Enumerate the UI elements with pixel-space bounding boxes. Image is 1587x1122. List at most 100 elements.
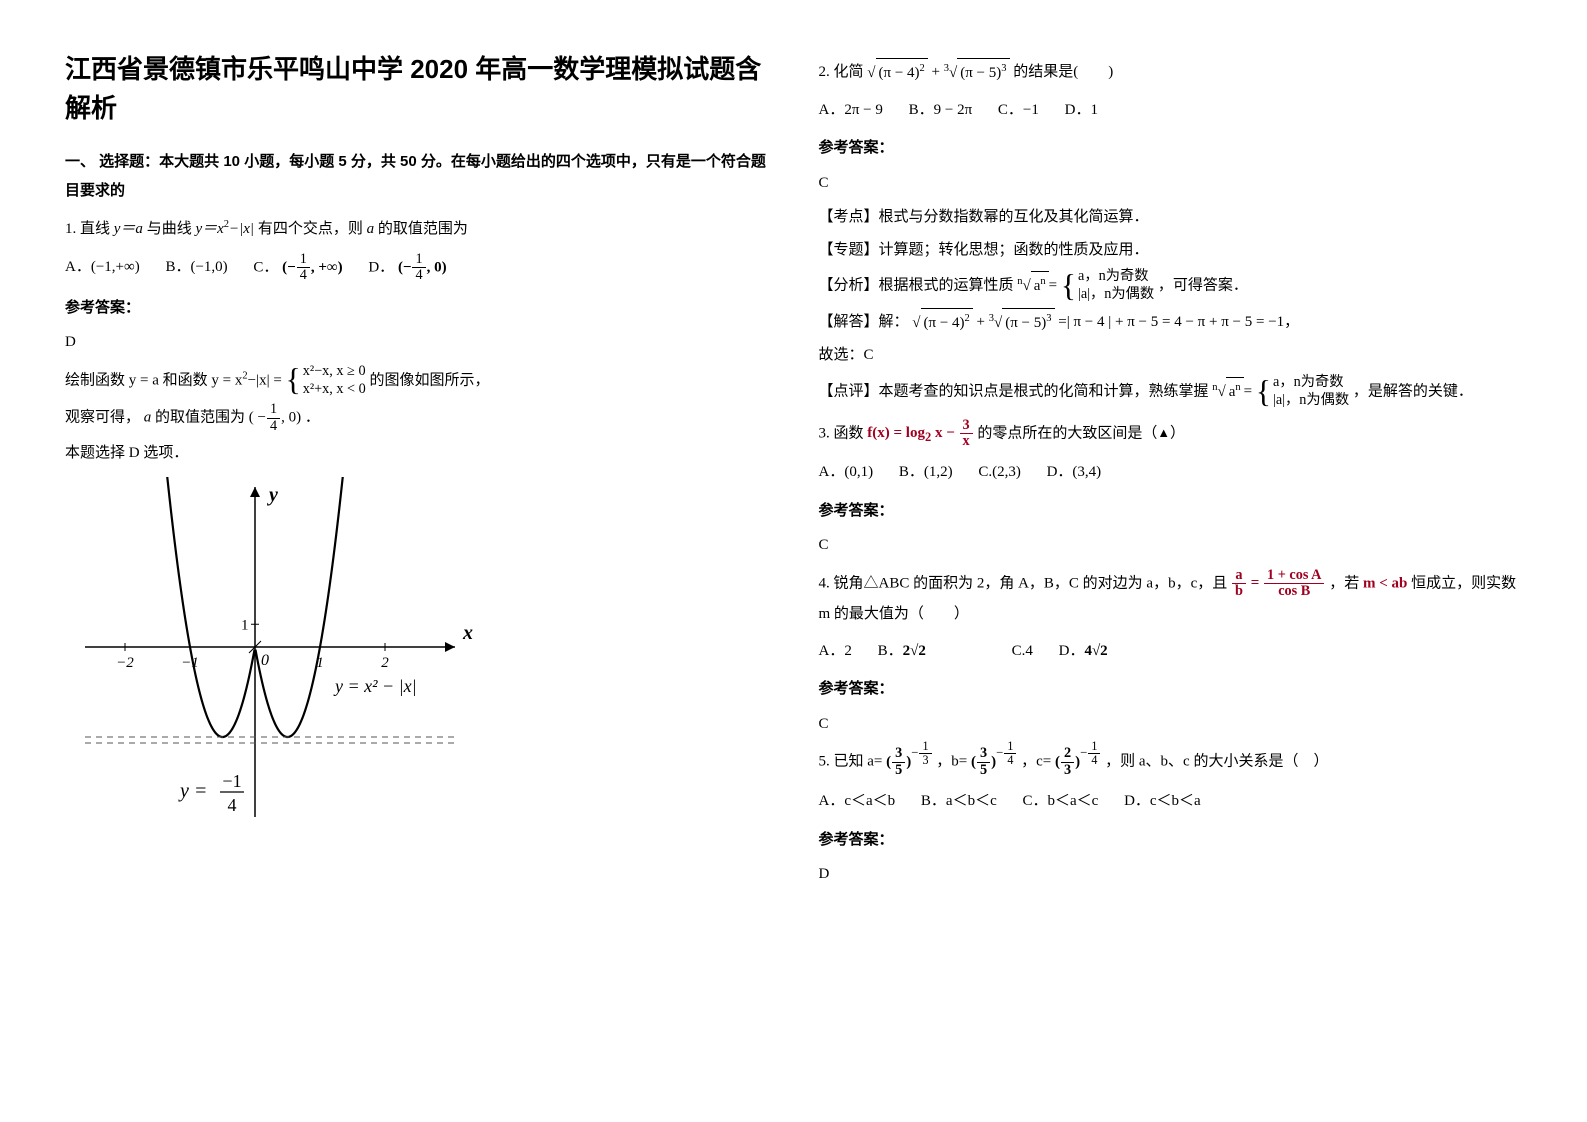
q1-option-a: A．(−1,+∞) (65, 253, 140, 282)
fraction: 14 (297, 252, 310, 284)
idx: 3 (944, 63, 949, 74)
q5-options: A．c＜a＜b B．a＜b＜c C．b＜a＜c D．c＜b＜a (819, 787, 1523, 816)
q1-expl-1: 绘制函数 y = a 和函数 y = x2−|x| = { x²−x, x ≥ … (65, 363, 769, 399)
sqrt-1: √(π − 4)2 (867, 58, 928, 88)
q3-option-b: B．(1,2) (899, 458, 953, 487)
text: 观察可得， (65, 410, 140, 426)
q4-option-d: D．4√2 (1059, 637, 1108, 666)
text: =| π − 4 | + π − 5 = 4 − π + π − 5 = −1， (1058, 314, 1299, 330)
right-column: 2. 化简 √(π − 4)2 + 3√(π − 5)3 的结果是( ) A．2… (794, 50, 1548, 1092)
q1-option-b: B．(−1,0) (165, 253, 227, 282)
piecewise: { a，n为奇数 |a|，n为偶数 (1256, 374, 1349, 410)
exp: 2 (965, 313, 970, 324)
answer-heading: 参考答案： (65, 294, 769, 323)
nth-root: n√an (1212, 377, 1243, 407)
q1-text: 与曲线 (147, 221, 196, 237)
pw-row1: a，n为奇数 (1273, 374, 1343, 390)
svg-text:4: 4 (228, 795, 237, 815)
pw-row1: a，n为奇数 (1078, 268, 1148, 284)
fx-mid: x − (931, 425, 958, 441)
ineq: m < ab (1363, 575, 1407, 591)
text: 3. 函数 (819, 425, 868, 441)
inner: (π − 4) (879, 65, 920, 81)
q5-option-c: C．b＜a＜c (1022, 787, 1098, 816)
q2-answer: C (819, 169, 1523, 198)
pw-row2: |a|，n为偶数 (1078, 286, 1154, 302)
q1-expl-3: 本题选择 D 选项． (65, 439, 769, 468)
q5-option-a: A．c＜a＜b (819, 787, 896, 816)
exp: n (1040, 276, 1045, 287)
q2-options: A．2π − 9 B．9 − 2π C．−1 D．1 (819, 96, 1523, 125)
text: ，若 (1329, 575, 1363, 591)
expr-a: (35)−13 (886, 746, 932, 778)
label: C． (253, 259, 278, 275)
text: ，c= (1021, 754, 1055, 770)
pw-row1: x²−x, x ≥ 0 (303, 363, 366, 379)
text: ，b= (936, 754, 971, 770)
exp: 3 (1046, 313, 1051, 324)
text: 和函数 (163, 372, 212, 388)
q3-stem: 3. 函数 f(x) = log2 x − 3x 的零点所在的大致区间是（） (819, 418, 1523, 450)
svg-text:y =: y = (178, 780, 207, 802)
graph-svg: −2−1121yx0y = x² − |x|y =−14 (65, 477, 485, 857)
text: 5. 已知 a= (819, 754, 887, 770)
q3-options: A．(0,1) B．(1,2) C.(2,3) D．(3,4) (819, 458, 1523, 487)
q4-option-a: A．2 (819, 637, 852, 666)
q1-answer: D (65, 328, 769, 357)
q5-stem: 5. 已知 a= (35)−13 ，b= (35)−14 ，c= (23)−14… (819, 746, 1523, 778)
q1-expl-2: 观察可得， a 的取值范围为 ( −14, 0) ． (65, 402, 769, 434)
fraction: 3x (960, 418, 973, 450)
q1-options: A．(−1,+∞) B．(−1,0) C． (−14, +∞) D． (−14,… (65, 252, 769, 284)
triangle-icon (1157, 425, 1170, 441)
nth-root: n√an (1017, 271, 1048, 301)
tail: , +∞) (311, 259, 343, 275)
tail: , 0) (427, 259, 447, 275)
text: 的零点所在的大致区间是（ (977, 425, 1157, 441)
q2-stem: 2. 化简 √(π − 4)2 + 3√(π − 5)3 的结果是( ) (819, 58, 1523, 88)
piecewise: { a，n为奇数 |a|，n为偶数 (1061, 268, 1154, 304)
text: ，是解答的关键． (1353, 383, 1473, 399)
sqrt-1: √(π − 4)2 (912, 308, 973, 338)
idx: n (1017, 276, 1022, 287)
q2-l4: 【解答】解： √(π − 4)2 + 3√(π − 5)3 =| π − 4 |… (819, 308, 1523, 338)
text: 【点评】本题考查的知识点是根式的化简和计算，熟练掌握 (819, 383, 1213, 399)
q2-option-b: B．9 − 2π (909, 96, 973, 125)
q1-stem: 1. 直线 y＝a 与曲线 y＝x2−|x| 有四个交点，则 a 的取值范围为 (65, 215, 769, 244)
q1-eq1: y＝a (114, 221, 143, 237)
answer-heading: 参考答案： (819, 497, 1523, 526)
q1-eq2a: y＝x (195, 221, 223, 237)
q1-option-d: D． (−14, 0) (368, 252, 446, 284)
text: ． (305, 410, 320, 426)
left-column: 江西省景德镇市乐平鸣山中学 2020 年高一数学理模拟试题含解析 一、 选择题：… (40, 50, 794, 1092)
page: 江西省景德镇市乐平鸣山中学 2020 年高一数学理模拟试题含解析 一、 选择题：… (0, 0, 1587, 1122)
answer-heading: 参考答案： (819, 675, 1523, 704)
exp: 2 (920, 63, 925, 74)
q5-option-d: D．c＜b＜a (1124, 787, 1201, 816)
exp: 3 (1001, 63, 1006, 74)
exp: n (1235, 382, 1240, 393)
svg-text:−1: −1 (181, 655, 199, 671)
plus: + (977, 314, 985, 330)
svg-text:1: 1 (241, 618, 249, 634)
q5-option-b: B．a＜b＜c (921, 787, 997, 816)
q2-l6: 【点评】本题考查的知识点是根式的化简和计算，熟练掌握 n√an= { a，n为奇… (819, 374, 1523, 410)
q2-option-a: A．2π − 9 (819, 96, 883, 125)
text: ） (1170, 425, 1185, 441)
svg-text:y: y (267, 484, 278, 506)
expr-b: (35)−14 (971, 746, 1017, 778)
brace-icon: { (286, 366, 301, 394)
brace-icon: { (1256, 378, 1271, 406)
text: 的结果是( ) (1013, 64, 1113, 80)
svg-text:−2: −2 (116, 655, 134, 671)
idx: n (1212, 382, 1217, 393)
pw-row2: x²+x, x < 0 (303, 381, 366, 397)
q5-answer: D (819, 860, 1523, 889)
q3-option-d: D．(3,4) (1047, 458, 1102, 487)
expr-c: (23)−14 (1055, 746, 1101, 778)
svg-text:−1: −1 (222, 771, 241, 791)
inner: (π − 5) (1005, 315, 1046, 331)
q4-option-b: B．2√2 (878, 637, 926, 666)
fn2-mid: −|x| = (248, 372, 286, 388)
text: ，则 a、b、c 的大小关系是（ ） (1105, 754, 1328, 770)
answer-heading: 参考答案： (819, 826, 1523, 855)
